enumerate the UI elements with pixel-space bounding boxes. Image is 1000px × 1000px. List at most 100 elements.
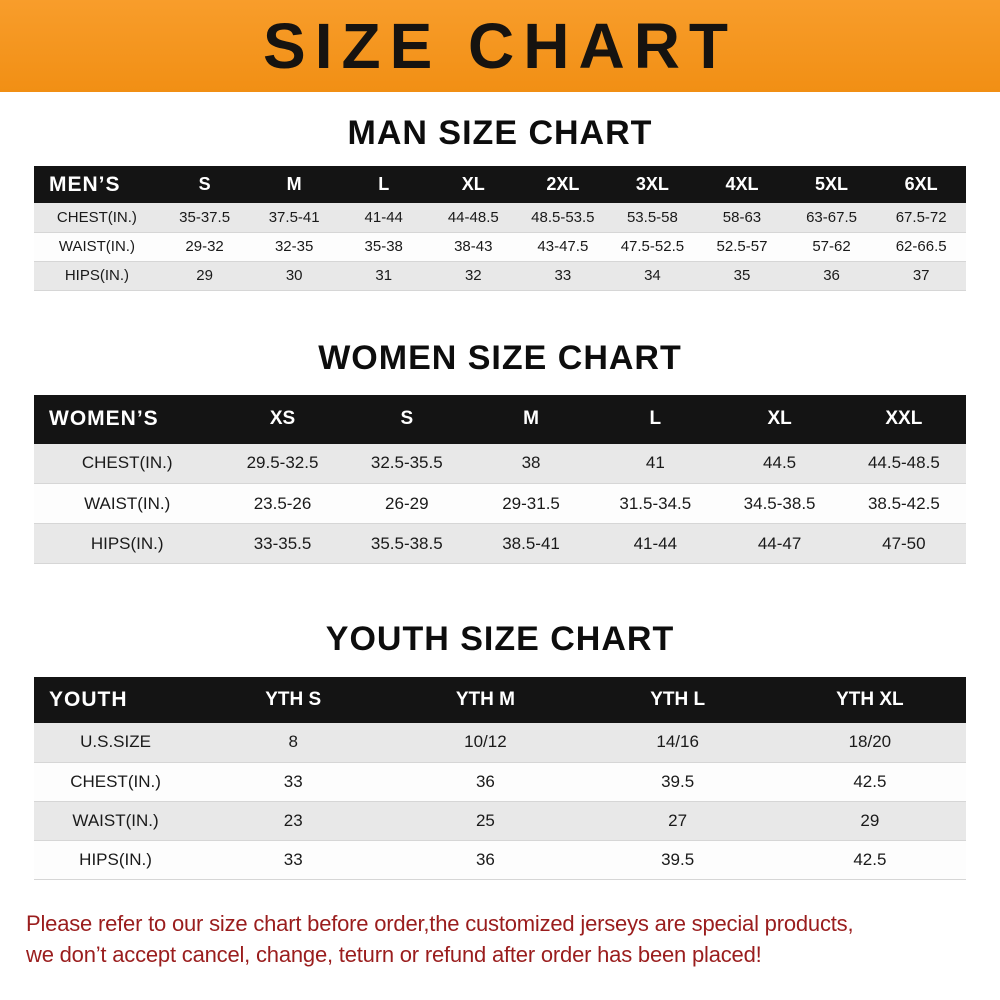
size-value: 35.5-38.5 <box>344 523 469 564</box>
size-value: 38-43 <box>428 232 519 262</box>
size-value: 18/20 <box>773 723 966 763</box>
size-column-header: XXL <box>841 394 966 444</box>
section-title-youth: YOUTH SIZE CHART <box>325 620 675 658</box>
size-value: 57-62 <box>786 232 877 262</box>
section-youth: YOUTH SIZE CHART YOUTH YTH S YTH M YTH L YTH… <box>0 620 1000 880</box>
size-column-header: XS <box>220 394 345 444</box>
table-row: HIPS(IN.) 33 36 39.5 42.5 <box>34 840 966 880</box>
size-value: 29.5-32.5 <box>220 443 345 484</box>
table-row: HIPS(IN.) 29 30 31 32 33 34 35 36 37 <box>34 261 966 291</box>
size-value: 33-35.5 <box>220 523 345 564</box>
size-value: 31.5-34.5 <box>593 483 718 524</box>
size-value: 34 <box>607 261 698 291</box>
size-column-header: YTH M <box>389 677 582 723</box>
footer-notice: Please refer to our size chart before or… <box>0 908 1000 972</box>
size-value: 33 <box>197 840 390 880</box>
size-value: 62-66.5 <box>876 232 966 262</box>
size-value: 41-44 <box>338 203 429 233</box>
size-value: 32.5-35.5 <box>344 443 469 484</box>
size-value: 42.5 <box>773 762 966 802</box>
size-value: 38.5-41 <box>468 523 594 564</box>
table-row: WAIST(IN.) 23.5-26 26-29 29-31.5 31.5-34.5 34… <box>34 483 966 524</box>
size-column-header: YTH XL <box>773 677 966 723</box>
size-value: 32-35 <box>249 232 339 262</box>
size-value: 44-47 <box>717 523 842 564</box>
size-value: 30 <box>249 261 339 291</box>
womens-table-wrap: WOMEN’S XS S M L XL XXL CHEST(IN.) 29.5-32.5 32.5… <box>0 394 1000 564</box>
size-column-header: YTH S <box>197 677 390 723</box>
section-men: MAN SIZE CHART MEN’S S M L XL 2XL 3XL 4XL 5XL 6XL… <box>0 114 1000 291</box>
mens-table-wrap: MEN’S S M L XL 2XL 3XL 4XL 5XL 6XL CHEST(IN.) 35-37… <box>0 166 1000 291</box>
size-column-header: L <box>338 166 429 203</box>
size-value: 39.5 <box>581 762 774 802</box>
table-row: CHEST(IN.) 35-37.5 37.5-41 41-44 44-48.5 48.5… <box>34 203 966 233</box>
table-row: WAIST(IN.) 23 25 27 29 <box>34 801 966 841</box>
size-column-header: L <box>593 394 718 444</box>
size-value: 37.5-41 <box>249 203 339 233</box>
size-value: 8 <box>197 723 390 763</box>
table-row: HIPS(IN.) 33-35.5 35.5-38.5 38.5-41 41-44 44-… <box>34 523 966 564</box>
size-value: 10/12 <box>389 723 582 763</box>
table-header-row: YOUTH YTH S YTH M YTH L YTH XL <box>34 677 966 723</box>
size-column-header: S <box>344 394 469 444</box>
row-label: U.S.SIZE <box>34 723 198 763</box>
size-value: 47-50 <box>841 523 966 564</box>
womens-size-table: WOMEN’S XS S M L XL XXL CHEST(IN.) 29.5-32.5 32.5… <box>34 394 966 564</box>
size-value: 27 <box>581 801 774 841</box>
size-value: 35-37.5 <box>159 203 250 233</box>
table-row: WAIST(IN.) 29-32 32-35 35-38 38-43 43-47.5 47.… <box>34 232 966 262</box>
size-value: 14/16 <box>581 723 774 763</box>
size-value: 36 <box>389 840 582 880</box>
table-row: CHEST(IN.) 29.5-32.5 32.5-35.5 38 41 44.5 44.5… <box>34 443 966 484</box>
size-value: 33 <box>518 261 608 291</box>
size-value: 36 <box>786 261 877 291</box>
row-label: HIPS(IN.) <box>34 261 160 291</box>
table-corner-label: WOMEN’S <box>34 394 221 444</box>
size-column-header: YTH L <box>581 677 774 723</box>
size-value: 44.5-48.5 <box>841 443 966 484</box>
row-label: CHEST(IN.) <box>34 762 198 802</box>
size-value: 34.5-38.5 <box>717 483 842 524</box>
size-column-header: 5XL <box>786 166 877 203</box>
size-value: 43-47.5 <box>518 232 608 262</box>
size-value: 29-32 <box>159 232 250 262</box>
size-value: 44.5 <box>717 443 842 484</box>
mens-size-table: MEN’S S M L XL 2XL 3XL 4XL 5XL 6XL CHEST(IN.) 35-37… <box>34 166 966 291</box>
size-value: 53.5-58 <box>607 203 698 233</box>
size-value: 39.5 <box>581 840 774 880</box>
notice-line-1: Please refer to our size chart before or… <box>26 910 854 936</box>
row-label: WAIST(IN.) <box>34 232 160 262</box>
size-column-header: 6XL <box>876 166 966 203</box>
table-corner-label: YOUTH <box>34 677 198 723</box>
size-column-header: XL <box>428 166 519 203</box>
table-header-row: WOMEN’S XS S M L XL XXL <box>34 394 966 444</box>
size-value: 25 <box>389 801 582 841</box>
size-value: 41-44 <box>593 523 718 564</box>
size-value: 63-67.5 <box>786 203 877 233</box>
size-value: 29 <box>773 801 966 841</box>
page-title: SIZE CHART <box>263 10 737 82</box>
size-column-header: 2XL <box>518 166 608 203</box>
youth-size-table: YOUTH YTH S YTH M YTH L YTH XL U.S.SIZE 8 10/12… <box>34 677 966 880</box>
row-label: CHEST(IN.) <box>34 443 221 484</box>
table-row: CHEST(IN.) 33 36 39.5 42.5 <box>34 762 966 802</box>
size-column-header: S <box>159 166 250 203</box>
size-value: 67.5-72 <box>876 203 966 233</box>
size-value: 26-29 <box>344 483 469 524</box>
table-row: U.S.SIZE 8 10/12 14/16 18/20 <box>34 723 966 763</box>
size-value: 35 <box>697 261 787 291</box>
row-label: WAIST(IN.) <box>34 483 221 524</box>
row-label: HIPS(IN.) <box>34 840 198 880</box>
size-value: 32 <box>428 261 519 291</box>
size-value: 44-48.5 <box>428 203 519 233</box>
size-value: 41 <box>593 443 718 484</box>
size-column-header: 3XL <box>607 166 698 203</box>
banner: SIZE CHART <box>0 0 1000 92</box>
size-value: 38 <box>468 443 594 484</box>
size-value: 47.5-52.5 <box>607 232 698 262</box>
row-label: WAIST(IN.) <box>34 801 198 841</box>
section-title-women: WOMEN SIZE CHART <box>318 338 682 377</box>
size-chart-page: SIZE CHART MAN SIZE CHART MEN’S S M L XL 2XL 3… <box>0 0 1000 972</box>
youth-table-wrap: YOUTH YTH S YTH M YTH L YTH XL U.S.SIZE 8 10/12… <box>0 677 1000 880</box>
row-label: CHEST(IN.) <box>34 203 160 233</box>
